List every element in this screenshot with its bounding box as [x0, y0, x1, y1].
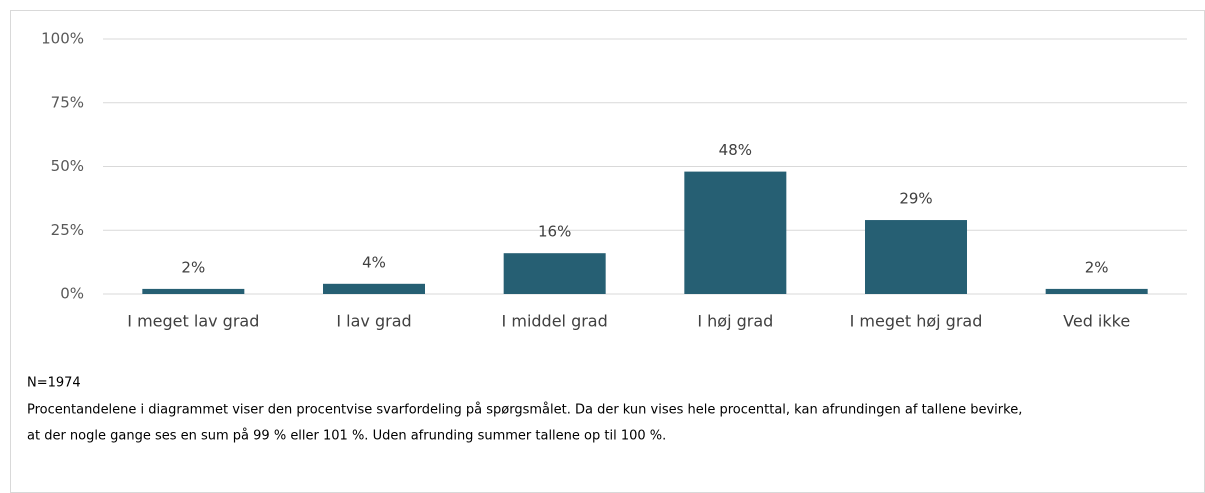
bar [503, 253, 606, 294]
x-tick-label: Ved ikke [1063, 312, 1130, 331]
bar [323, 283, 425, 294]
value-label: 16% [538, 223, 571, 241]
y-tick-label: 100% [41, 30, 84, 48]
x-tick-label: I høj grad [697, 312, 773, 331]
x-tick-label: I meget høj grad [850, 312, 983, 331]
value-label: 29% [899, 190, 932, 208]
x-tick-label: I middel grad [502, 312, 608, 331]
footnote: N=1974 [27, 376, 81, 391]
chart-frame [10, 10, 1205, 493]
bar [142, 288, 245, 294]
bar [684, 171, 787, 294]
bar [1045, 288, 1148, 294]
footnote: at der nogle gange ses en sum på 99 % el… [27, 429, 666, 444]
y-tick-label: 75% [51, 93, 84, 111]
value-label: 2% [1085, 258, 1109, 276]
value-label: 2% [181, 258, 205, 276]
x-tick-label: I meget lav grad [127, 312, 259, 331]
y-tick-label: 0% [60, 285, 84, 303]
value-label: 4% [362, 253, 386, 271]
footnote: Procentandelene i diagrammet viser den p… [27, 403, 1022, 418]
y-tick-label: 50% [51, 157, 84, 175]
value-label: 48% [719, 141, 752, 159]
y-tick-label: 25% [51, 221, 84, 239]
bar [865, 220, 967, 294]
x-tick-label: I lav grad [336, 312, 411, 331]
